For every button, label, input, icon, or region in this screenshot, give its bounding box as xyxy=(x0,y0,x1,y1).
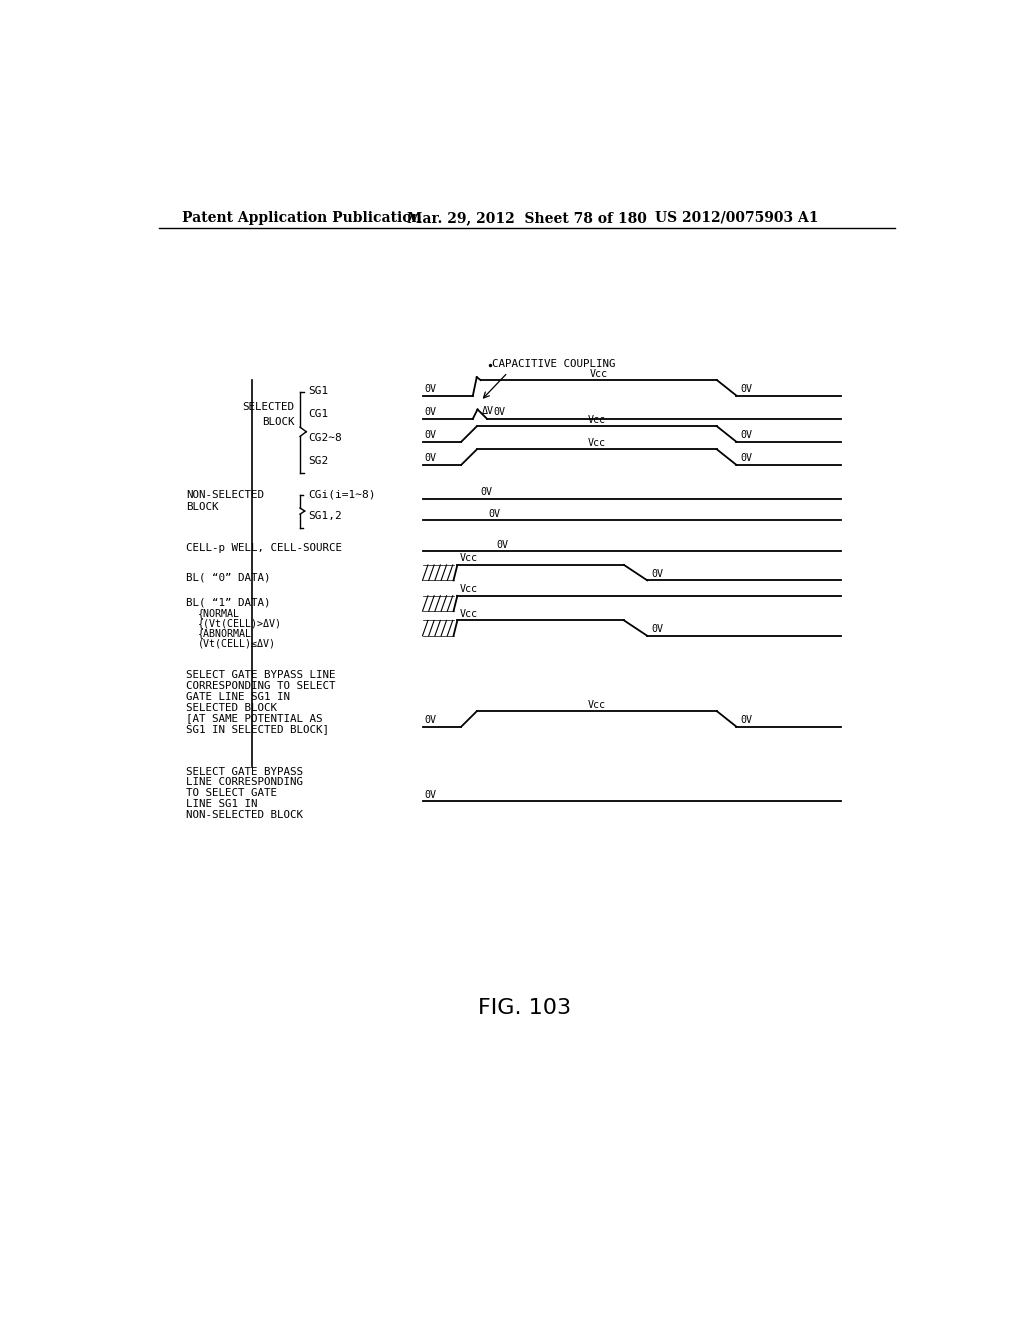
Text: BLOCK: BLOCK xyxy=(262,417,295,428)
Text: SELECTED: SELECTED xyxy=(243,401,295,412)
Text: Mar. 29, 2012  Sheet 78 of 180: Mar. 29, 2012 Sheet 78 of 180 xyxy=(407,211,647,224)
Text: US 2012/0075903 A1: US 2012/0075903 A1 xyxy=(655,211,818,224)
Text: 0V: 0V xyxy=(651,569,664,578)
Text: 0V: 0V xyxy=(425,453,437,463)
Text: SG1,2: SG1,2 xyxy=(308,511,342,521)
Text: SG1 IN SELECTED BLOCK]: SG1 IN SELECTED BLOCK] xyxy=(186,725,329,734)
Text: CGi(i=1∼8): CGi(i=1∼8) xyxy=(308,490,376,499)
Text: BL( “0” DATA): BL( “0” DATA) xyxy=(186,573,270,582)
Text: CAPACITIVE COUPLING: CAPACITIVE COUPLING xyxy=(493,359,615,368)
Text: 0V: 0V xyxy=(740,715,753,725)
Text: BLOCK: BLOCK xyxy=(186,502,219,512)
Text: 0V: 0V xyxy=(740,384,753,395)
Text: Vcc: Vcc xyxy=(588,438,606,447)
Text: CELL-p WELL, CELL-SOURCE: CELL-p WELL, CELL-SOURCE xyxy=(186,544,342,553)
Text: 0V: 0V xyxy=(740,453,753,463)
Text: 0V: 0V xyxy=(488,508,501,519)
Text: CG2∼8: CG2∼8 xyxy=(308,433,342,442)
Text: Vcc: Vcc xyxy=(460,553,478,564)
Text: 0V: 0V xyxy=(493,407,505,417)
Text: Vcc: Vcc xyxy=(460,609,478,619)
Text: SG2: SG2 xyxy=(308,455,328,466)
Text: TO SELECT GATE: TO SELECT GATE xyxy=(186,788,278,799)
Text: Vcc: Vcc xyxy=(460,585,478,594)
Text: CG1: CG1 xyxy=(308,409,328,420)
Text: BL( “1” DATA): BL( “1” DATA) xyxy=(186,597,270,607)
Text: SG1: SG1 xyxy=(308,387,328,396)
Text: CORRESPONDING TO SELECT: CORRESPONDING TO SELECT xyxy=(186,681,336,692)
Text: SELECT GATE BYPASS LINE: SELECT GATE BYPASS LINE xyxy=(186,671,336,680)
Text: ΔV: ΔV xyxy=(481,407,494,416)
Text: Patent Application Publication: Patent Application Publication xyxy=(182,211,422,224)
Text: 0V: 0V xyxy=(425,407,437,417)
Text: NON-SELECTED BLOCK: NON-SELECTED BLOCK xyxy=(186,810,303,820)
Text: Vcc: Vcc xyxy=(590,368,607,379)
Text: 0V: 0V xyxy=(480,487,493,498)
Text: LINE CORRESPONDING: LINE CORRESPONDING xyxy=(186,777,303,788)
Text: 0V: 0V xyxy=(425,430,437,441)
Text: 0V: 0V xyxy=(425,789,437,800)
Text: SELECT GATE BYPASS: SELECT GATE BYPASS xyxy=(186,767,303,776)
Text: (Vt(CELL)≤ΔV): (Vt(CELL)≤ΔV) xyxy=(198,638,275,648)
Text: {ABNORMAL: {ABNORMAL xyxy=(198,628,252,638)
Text: Vcc: Vcc xyxy=(588,414,606,425)
Text: LINE SG1 IN: LINE SG1 IN xyxy=(186,799,258,809)
Text: Vcc: Vcc xyxy=(588,700,606,710)
Text: 0V: 0V xyxy=(651,624,664,635)
Text: 0V: 0V xyxy=(425,384,437,395)
Text: 0V: 0V xyxy=(740,430,753,441)
Text: SELECTED BLOCK: SELECTED BLOCK xyxy=(186,702,278,713)
Text: {NORMAL: {NORMAL xyxy=(198,609,240,618)
Text: GATE LINE SG1 IN: GATE LINE SG1 IN xyxy=(186,692,290,702)
Text: FIG. 103: FIG. 103 xyxy=(478,998,571,1018)
Text: NON-SELECTED: NON-SELECTED xyxy=(186,490,264,499)
Text: [AT SAME POTENTIAL AS: [AT SAME POTENTIAL AS xyxy=(186,714,323,723)
Text: 0V: 0V xyxy=(425,715,437,725)
Text: {(Vt(CELL)>ΔV): {(Vt(CELL)>ΔV) xyxy=(198,618,282,628)
Text: 0V: 0V xyxy=(496,540,508,549)
